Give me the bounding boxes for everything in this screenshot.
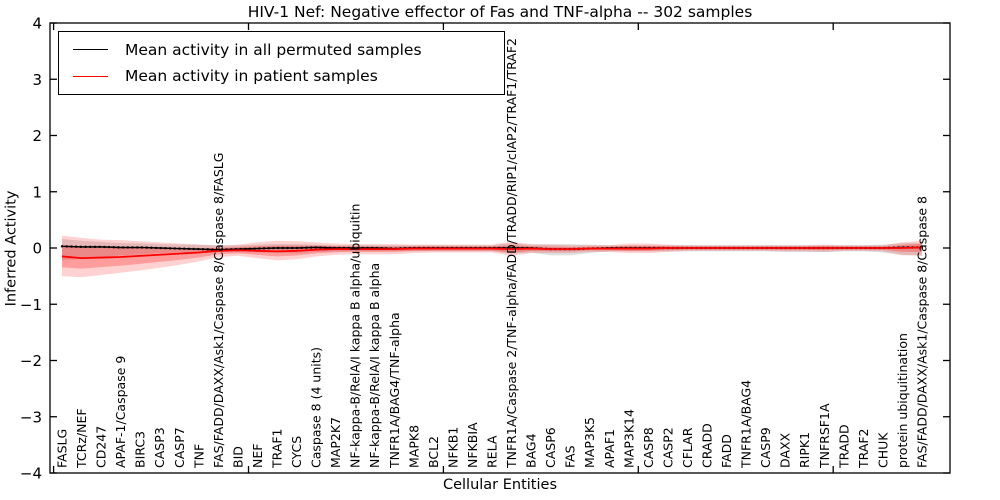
y-tick-label: 4 (32, 15, 42, 33)
legend-label-permuted: Mean activity in all permuted samples (125, 40, 422, 59)
x-category-label: CASP2 (660, 427, 675, 468)
x-category-label: CRADD (700, 423, 715, 468)
y-tick-label: 2 (32, 127, 42, 145)
x-category-label: NF-kappa-B/RelA/I kappa B alpha/ubiquiti… (348, 204, 363, 468)
x-category-label: FAS/FADD/DAXX/Ask1/Caspase 8/Caspase 8 (915, 196, 930, 468)
x-category-label: MAP2K7 (328, 417, 343, 468)
x-category-label: DAXX (778, 432, 793, 468)
x-category-label: MAP3K14 (621, 409, 636, 468)
x-category-label: CFLAR (680, 427, 695, 468)
x-category-label: TRADD (836, 424, 851, 469)
x-category-label: NFKBIA (465, 422, 480, 468)
x-category-label: FAS (563, 445, 578, 468)
y-tick-label: 0 (32, 240, 42, 258)
x-category-label: CYCS (289, 436, 304, 468)
x-category-label: TNFR1A/Caspase 2/TNF-alpha/FADD/TRADD/RI… (504, 38, 519, 469)
x-category-label: TRAF2 (856, 428, 871, 469)
x-category-label: BID (230, 446, 245, 468)
legend-item-patient: Mean activity in patient samples (59, 67, 504, 85)
x-category-label: NFKB1 (445, 427, 460, 468)
plot-area (60, 235, 924, 278)
y-tick-label: −4 (20, 465, 42, 483)
x-category-label: FAS/FADD/DAXX/Ask1/Caspase 8/Caspase 8/F… (211, 153, 226, 468)
x-category-label: TCRz/NEF (74, 408, 89, 469)
legend-item-permuted: Mean activity in all permuted samples (59, 41, 504, 59)
y-tick-label: −2 (20, 352, 42, 370)
x-category-label: FADD (719, 434, 734, 468)
x-category-label: FASLG (55, 429, 70, 468)
permuted-band (62, 239, 922, 261)
x-axis-label: Cellular Entities (442, 477, 558, 493)
x-category-label: NEF (250, 444, 265, 468)
x-category-label: APAF1 (602, 429, 617, 468)
x-category-label: MAPK8 (406, 425, 421, 468)
x-category-label: TNFRSF1A (817, 403, 832, 469)
x-category-label: CASP9 (758, 427, 773, 468)
x-category-label: RIPK1 (797, 432, 812, 468)
x-category-label: BIRC3 (133, 431, 148, 468)
x-category-label: BCL2 (426, 436, 441, 468)
permuted-line-swatch (73, 49, 108, 51)
patient-line (61, 246, 923, 260)
patient-band-outer (62, 235, 922, 278)
x-category-label: MAP3K5 (582, 417, 597, 468)
x-category-label: CD247 (94, 426, 109, 468)
plot-border (49, 22, 951, 474)
x-category-label: TNF (191, 444, 206, 469)
x-category-label: NF-kappa-B/RelA/I kappa B alpha (367, 263, 382, 468)
y-tick-label: −1 (20, 296, 42, 314)
x-category-label: APAF-1/Caspase 9 (113, 356, 128, 468)
chart-title: HIV-1 Nef: Negative effector of Fas and … (247, 3, 753, 21)
x-category-label: CASP8 (641, 427, 656, 468)
x-category-label: CASP6 (543, 427, 558, 468)
patient-band-inner (62, 243, 922, 269)
x-category-label: RELA (485, 435, 500, 468)
y-tick-label: 3 (32, 71, 42, 89)
legend: Mean activity in all permuted samples Me… (58, 31, 505, 95)
patient-line-swatch (73, 75, 108, 77)
legend-label-patient: Mean activity in patient samples (125, 67, 378, 86)
x-category-label: BAG4 (524, 433, 539, 468)
x-category-label: Caspase 8 (4 units) (309, 347, 324, 468)
x-category-label: TRAF1 (270, 428, 285, 469)
y-tick-label: −3 (20, 408, 42, 426)
y-tick-label: 1 (32, 183, 42, 201)
x-category-label: TNFR1A/BAG4 (739, 380, 754, 469)
x-category-label: TNFR1A/BAG4/TNF-alpha (387, 312, 402, 469)
x-category-label: CASP3 (152, 427, 167, 468)
x-category-label: CHUK (875, 432, 890, 468)
x-category-label: protein ubiquitination (895, 333, 910, 468)
x-category-label: CASP7 (172, 427, 187, 468)
